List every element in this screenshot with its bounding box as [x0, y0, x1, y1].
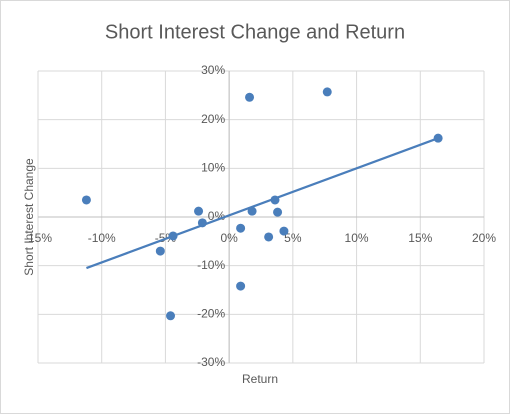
x-tick-label: 15% — [408, 231, 432, 245]
scatter-point — [236, 281, 246, 291]
scatter-point — [194, 206, 204, 216]
x-tick-label: -15% — [24, 231, 52, 245]
scatter-point — [168, 231, 178, 241]
x-tick-label: 10% — [345, 231, 369, 245]
scatter-point — [155, 246, 165, 256]
y-tick-label: -10% — [197, 258, 225, 272]
trendline — [86, 137, 439, 270]
x-tick-label: 20% — [472, 231, 496, 245]
scatter-point — [236, 223, 246, 233]
y-tick-label: 30% — [201, 63, 225, 77]
x-tick-label: 5% — [284, 231, 302, 245]
scatter-point — [270, 195, 280, 205]
scatter-point — [322, 87, 332, 97]
chart-title: Short Interest Change and Return — [105, 21, 405, 43]
y-tick-label: 0% — [208, 209, 226, 223]
x-tick-label: 0% — [220, 231, 238, 245]
y-tick-label: 10% — [201, 161, 225, 175]
y-tick-label: -30% — [197, 355, 225, 369]
y-axis-title: Short Interest Change — [22, 158, 36, 276]
scatter-point — [81, 195, 91, 205]
y-tick-label: -20% — [197, 307, 225, 321]
scatter-point — [245, 92, 255, 102]
scatter-point — [197, 218, 207, 228]
scatter-point — [273, 207, 283, 217]
x-axis-title: Return — [242, 372, 278, 386]
scatter-point — [247, 206, 257, 216]
scatter-point — [166, 311, 176, 321]
scatter-point — [264, 232, 274, 242]
scatter-point — [279, 226, 289, 236]
y-tick-label: 20% — [201, 112, 225, 126]
x-tick-label: -10% — [88, 231, 116, 245]
scatter-point — [433, 133, 443, 143]
